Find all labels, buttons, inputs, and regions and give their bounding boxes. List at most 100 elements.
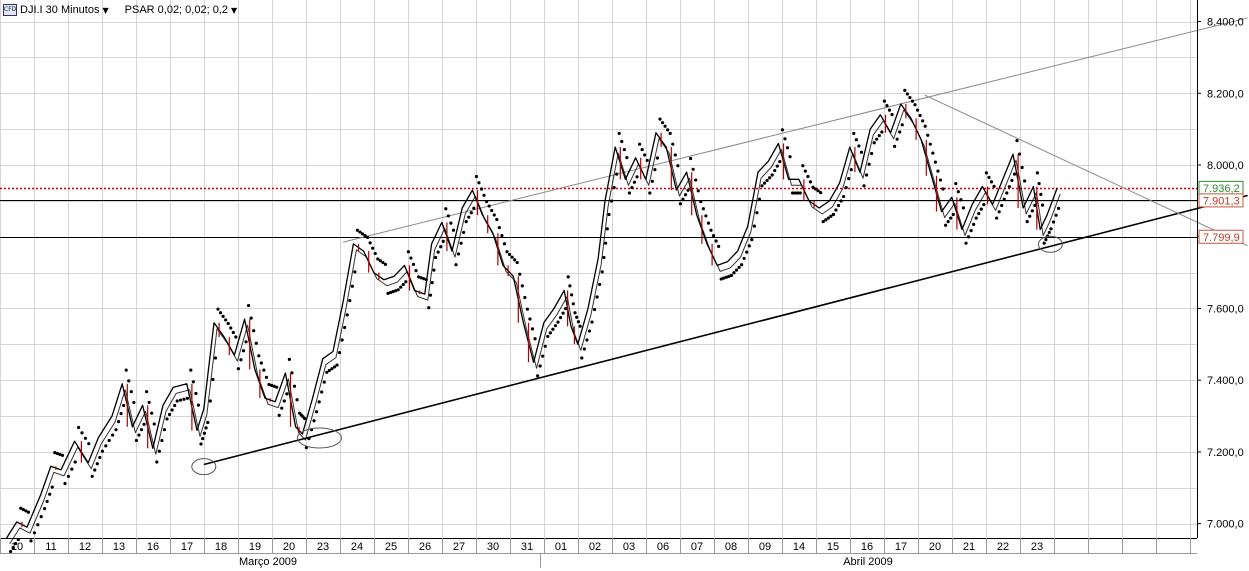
highlight-circle[interactable] <box>191 458 217 476</box>
psar-dot <box>307 437 311 441</box>
psar-dot <box>908 95 912 100</box>
psar-dot <box>760 184 764 188</box>
psar-dot <box>417 275 421 279</box>
psar-dot <box>944 223 948 227</box>
psar-dot <box>941 187 945 191</box>
psar-dot <box>199 442 203 446</box>
psar-dot <box>518 272 522 276</box>
psar-dot <box>699 199 703 204</box>
psar-dot <box>872 141 876 145</box>
psar-dot <box>317 400 321 404</box>
psar-dot <box>706 221 711 225</box>
psar-dot <box>363 234 367 238</box>
psar-dot <box>1042 241 1046 245</box>
psar-dot <box>961 206 966 210</box>
psar-dot <box>1000 203 1004 208</box>
psar-dot <box>295 398 299 402</box>
indicator-selector[interactable]: PSAR 0,02; 0,02; 0,2 ▼ <box>125 4 238 16</box>
psar-dot <box>701 207 705 211</box>
psar-dot <box>401 282 405 287</box>
psar-dot <box>100 449 104 453</box>
psar-dot <box>905 92 909 96</box>
psar-dot <box>882 99 887 103</box>
psar-dot <box>821 220 825 224</box>
psar-dot <box>671 142 675 146</box>
psar-dot <box>1051 220 1056 224</box>
x-day-label: 03 <box>623 541 635 553</box>
cfd-icon: CFD <box>3 4 17 16</box>
chevron-down-icon[interactable]: ▼ <box>102 5 109 15</box>
psar-dot <box>90 474 94 478</box>
psar-dot <box>502 242 507 246</box>
x-month-label: Março 2009 <box>239 556 297 568</box>
psar-dot <box>231 330 235 335</box>
psar-dot <box>602 255 606 260</box>
psar-dot <box>956 190 960 194</box>
psar-dot <box>152 422 156 426</box>
psar-dot <box>490 208 494 213</box>
psar-dot <box>371 246 375 250</box>
psar-dot <box>191 380 195 384</box>
psar-dot <box>170 408 174 412</box>
psar-dot <box>513 258 517 262</box>
psar-dot <box>1023 179 1027 183</box>
psar-dot <box>137 433 141 437</box>
psar-dot <box>1057 206 1061 210</box>
psar-dot <box>194 391 198 396</box>
psar-dot <box>406 250 410 254</box>
trendline[interactable] <box>203 194 1248 466</box>
psar-dot <box>162 428 167 432</box>
psar-dot <box>717 244 721 249</box>
psar-dot <box>632 180 637 184</box>
psar-dot <box>556 320 560 324</box>
psar-dot <box>515 260 519 265</box>
trendline[interactable] <box>343 17 1248 243</box>
psar-dot <box>530 327 535 331</box>
psar-dot <box>150 411 154 415</box>
psar-dot <box>923 124 927 128</box>
psar-dot <box>216 307 220 311</box>
psar-dot <box>615 172 619 176</box>
price-line-low <box>9 109 1061 545</box>
highlight-circle[interactable] <box>296 427 342 449</box>
horizontal-levels <box>0 187 1197 238</box>
psar-dot <box>66 474 70 478</box>
psar-dot <box>70 467 74 471</box>
psar-dot <box>422 277 426 281</box>
psar-dot <box>972 222 976 226</box>
psar-dot <box>839 199 843 203</box>
chevron-down-icon[interactable]: ▼ <box>231 5 238 15</box>
psar-dot <box>1028 214 1032 218</box>
psar-dot <box>247 303 251 308</box>
psar-dot <box>327 368 331 373</box>
x-day-label: 16 <box>861 541 873 553</box>
y-tick-label: 8.000,0 <box>1207 160 1244 172</box>
psar-dot <box>1007 185 1011 189</box>
psar-dot <box>249 316 253 320</box>
psar-dot <box>116 420 121 424</box>
psar-dot <box>859 150 864 154</box>
psar-dot <box>630 185 634 190</box>
psar-dot <box>160 438 164 443</box>
psar-dot <box>77 425 81 430</box>
psar-dot <box>561 311 565 315</box>
psar-dot <box>607 212 611 217</box>
symbol-selector[interactable]: CFD DJI.I 30 Minutos ▼ <box>3 4 109 16</box>
psar-dot <box>694 178 698 182</box>
psar-dot <box>729 273 734 278</box>
trendline[interactable] <box>924 94 1248 247</box>
psar-dot <box>780 128 785 132</box>
psar-dot <box>783 137 787 141</box>
psar-dot <box>376 257 380 261</box>
psar-dot <box>816 189 820 193</box>
y-tick-label: 8.200,0 <box>1207 88 1244 100</box>
psar-dot <box>604 241 608 245</box>
psar-dot <box>241 349 246 353</box>
psar-dot <box>548 331 552 335</box>
highlight-circle[interactable] <box>1037 235 1063 253</box>
psar-dot <box>666 128 670 132</box>
psar-dot <box>360 232 365 236</box>
psar-dot <box>609 199 614 203</box>
